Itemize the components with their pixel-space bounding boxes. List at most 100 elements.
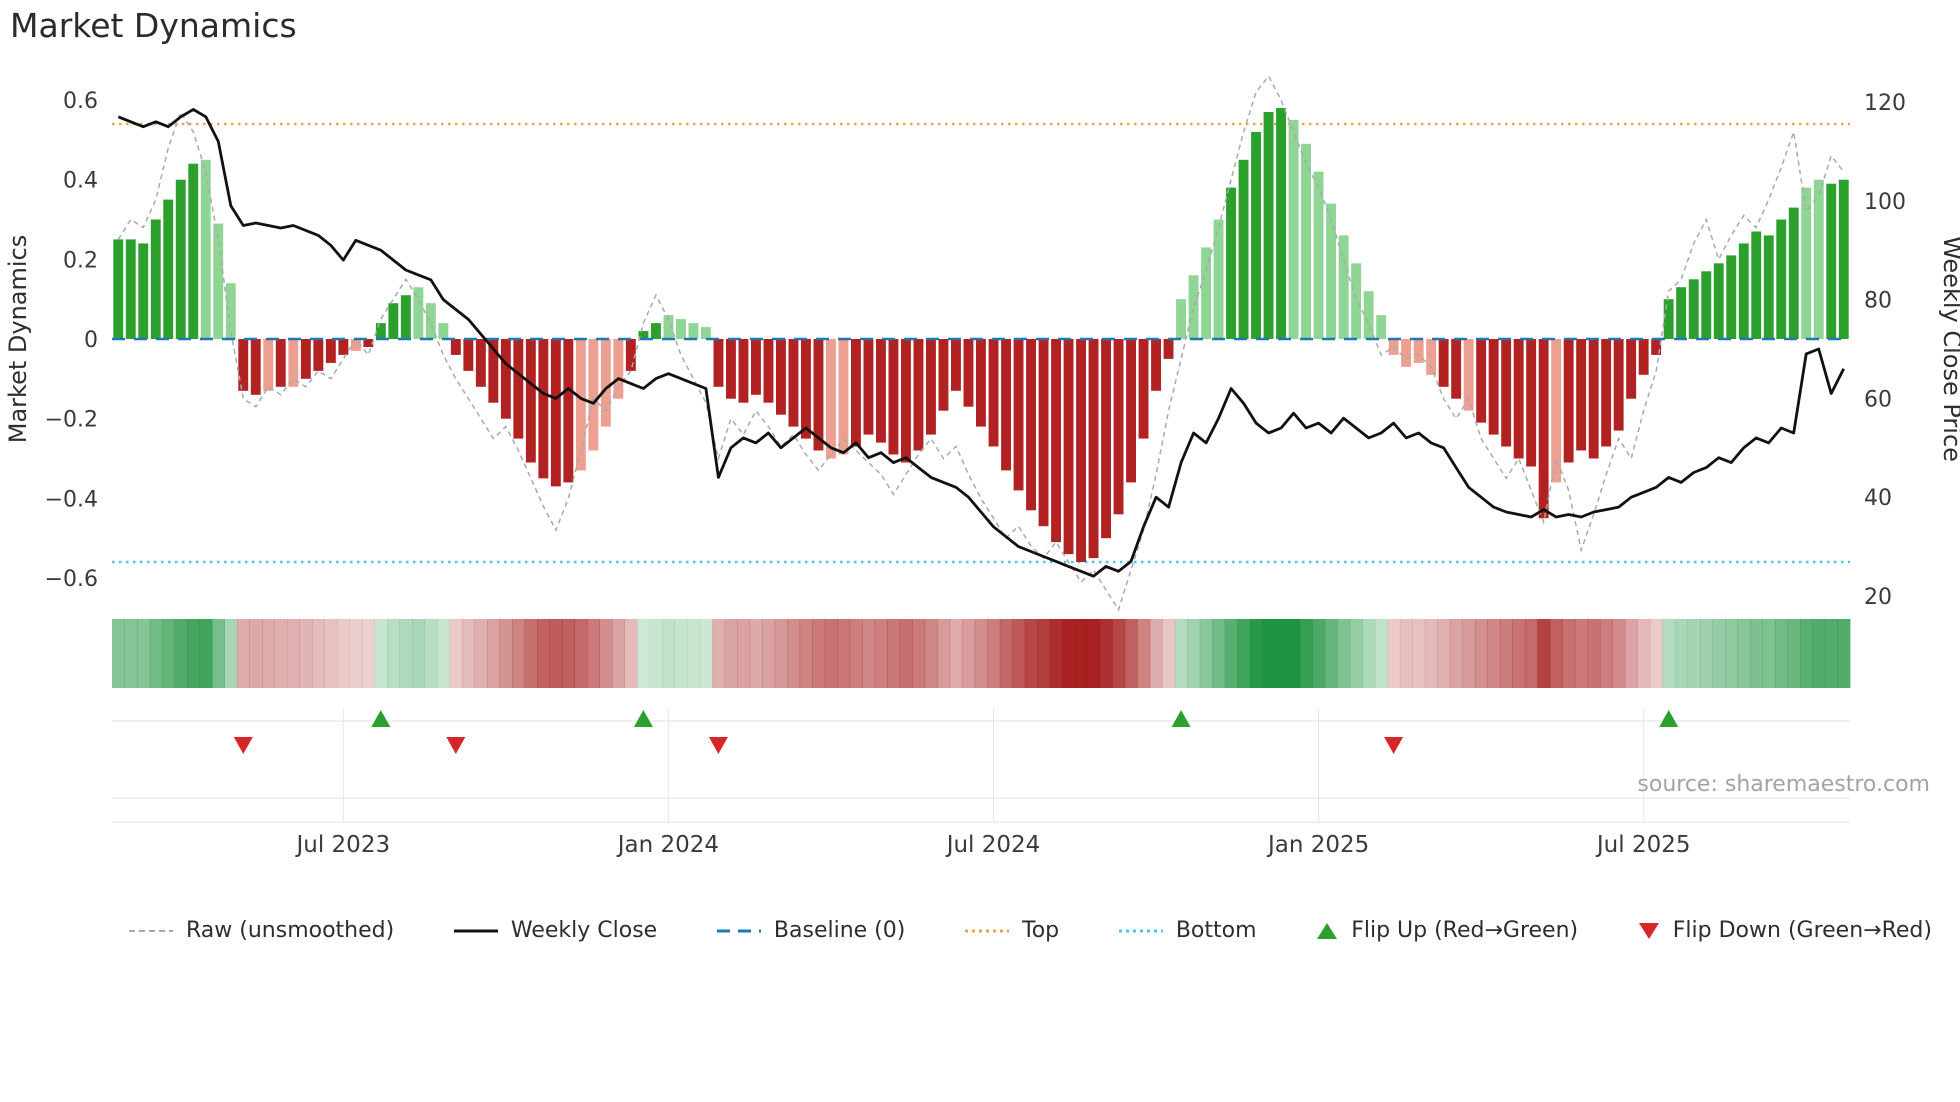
heatmap-cell <box>162 619 175 688</box>
heatmap-cell <box>1424 619 1438 688</box>
oscillator-bar <box>651 323 661 339</box>
oscillator-bar <box>1363 291 1374 339</box>
heatmap-cell <box>999 619 1013 688</box>
flip-up-icon <box>1317 922 1338 939</box>
heatmap-cell <box>1049 619 1063 688</box>
oscillator-bar <box>150 219 161 339</box>
heatmap-cell <box>224 619 238 688</box>
oscillator-bar <box>1013 339 1024 491</box>
oscillator-bar <box>1351 263 1362 339</box>
heatmap-cell <box>324 619 338 688</box>
right-tick-label: 100 <box>1864 190 1906 215</box>
heatmap-cell <box>1725 619 1738 688</box>
right-tick-label: 80 <box>1864 289 1892 314</box>
oscillator-bar <box>450 339 461 355</box>
heatmap-cell <box>612 619 625 688</box>
heatmap-cell <box>337 619 350 688</box>
oscillator-bar <box>1088 339 1099 559</box>
heatmap-cell <box>1399 619 1413 688</box>
heatmap-cell <box>237 619 250 688</box>
oscillator-bar <box>413 287 424 339</box>
heatmap-cell <box>699 619 713 688</box>
heatmap-cell <box>649 619 663 688</box>
heatmap-cell <box>899 619 913 688</box>
oscillator-bar <box>425 303 436 339</box>
oscillator-bar <box>951 339 961 391</box>
heatmap-cell <box>1587 619 1601 688</box>
heatmap-cell <box>624 619 638 688</box>
bottom-sample-icon <box>1118 929 1163 932</box>
oscillator-bar <box>363 339 374 347</box>
oscillator-bar <box>751 339 761 395</box>
oscillator-bar <box>1076 339 1086 562</box>
heatmap-cell <box>962 619 976 688</box>
oscillator-bar <box>1313 171 1324 339</box>
legend-item-flip-up: Flip Up (Red→Green) <box>1315 918 1578 943</box>
oscillator-bar <box>1201 247 1211 339</box>
heatmap-cell <box>312 619 325 688</box>
heatmap-cell <box>1700 619 1713 688</box>
heatmap-cell <box>1562 619 1576 688</box>
oscillator-bar <box>1601 339 1612 447</box>
heatmap-cell <box>112 619 125 688</box>
heatmap-cell <box>837 619 851 688</box>
chart-layers: 0.6 0.4 0.2 0 −0.2 −0.4 −0.6 120 100 80 60 40 20 Jul … <box>45 74 1906 858</box>
oscillator-bar <box>1288 119 1299 340</box>
heatmap-cell <box>362 619 375 688</box>
heatmap-cell <box>487 619 500 688</box>
heatmap-cell <box>174 619 188 688</box>
heatmap-cell <box>574 619 588 688</box>
heatmap-cell <box>1024 619 1038 688</box>
oscillator-bar <box>1788 207 1799 339</box>
right-tick-label: 60 <box>1864 387 1892 412</box>
heatmap-cell <box>1825 619 1838 688</box>
oscillator-bar <box>663 315 674 339</box>
heatmap-cell <box>1387 619 1401 688</box>
oscillator-bar <box>1501 339 1512 447</box>
left-tick-label: 0.2 <box>63 248 98 273</box>
heatmap-cell <box>212 619 225 688</box>
legend-label-weekly-close: Weekly Close <box>510 918 658 943</box>
oscillator-bar <box>1026 339 1036 511</box>
oscillator-bar <box>1151 339 1161 391</box>
oscillator-bar <box>1426 339 1437 375</box>
flip-up-marker <box>633 710 653 727</box>
heatmap-cell <box>1574 619 1588 688</box>
oscillator-bar <box>538 339 549 479</box>
oscillator-bar <box>125 239 136 339</box>
oscillator-bar <box>488 339 499 403</box>
oscillator-bar <box>1813 179 1824 339</box>
heatmap-cell <box>1474 619 1488 688</box>
oscillator-bar <box>1551 339 1562 483</box>
flip-down-marker <box>446 737 466 754</box>
heatmap-cell <box>1112 619 1126 688</box>
oscillator-bar <box>275 339 286 387</box>
oscillator-bar <box>163 199 174 339</box>
heatmap-cell <box>562 619 575 688</box>
oscillator-bar <box>938 339 949 411</box>
oscillator-bar <box>1563 339 1574 463</box>
oscillator-bar <box>913 339 924 451</box>
flip-up-marker <box>371 710 391 727</box>
flip-down-marker <box>708 737 728 754</box>
heatmap-cell <box>812 619 826 688</box>
oscillator-bar <box>375 323 386 339</box>
heatmap-cell <box>824 619 838 688</box>
oscillator-bar <box>1126 339 1136 483</box>
oscillator-bar <box>1826 183 1837 339</box>
heatmap-cell <box>1649 619 1663 688</box>
heatmap-cell <box>749 619 763 688</box>
oscillator-bar <box>238 339 249 391</box>
oscillator-bar <box>1526 339 1537 467</box>
legend-item-top: Top <box>964 918 1059 943</box>
oscillator-bar <box>1838 179 1849 339</box>
oscillator-bar <box>200 159 211 339</box>
oscillator-bar <box>288 339 299 387</box>
x-tick-label: Jul 2024 <box>945 832 1041 858</box>
oscillator-bar <box>388 303 399 339</box>
oscillator-bar <box>1451 339 1462 399</box>
oscillator-bar <box>1763 235 1774 339</box>
heatmap-cell <box>662 619 676 688</box>
heatmap-cell <box>1800 619 1813 688</box>
heatmap-cell <box>1137 619 1151 688</box>
